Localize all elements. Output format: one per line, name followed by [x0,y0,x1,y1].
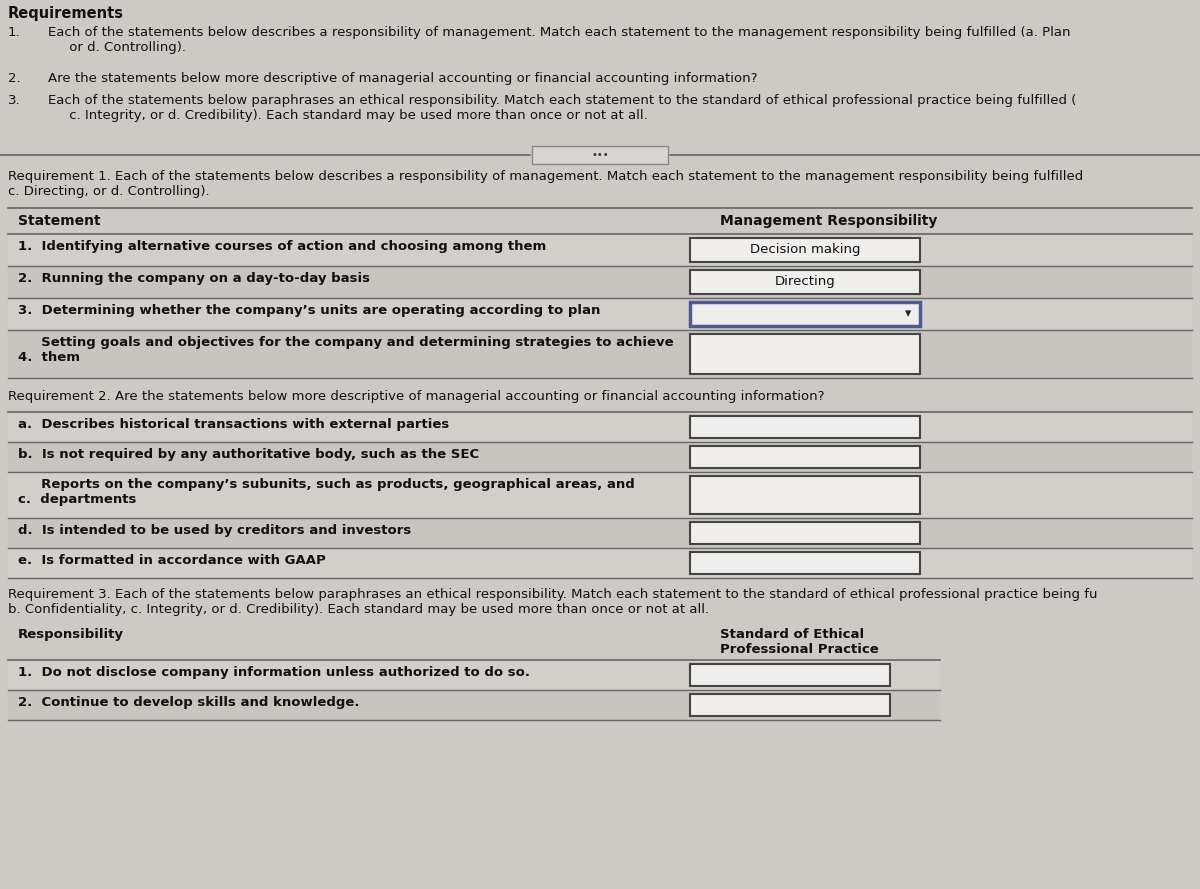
Text: Statement: Statement [18,214,101,228]
Bar [8,660,940,690]
Text: Each of the statements below paraphrases an ethical responsibility. Match each s: Each of the statements below paraphrases… [48,94,1076,122]
Text: Requirement 1. Each of the statements below describes a responsibility of manage: Requirement 1. Each of the statements be… [8,170,1084,198]
Text: Setting goals and objectives for the company and determining strategies to achie: Setting goals and objectives for the com… [18,336,673,364]
Text: b.  Is not required by any authoritative body, such as the SEC: b. Is not required by any authoritative … [18,448,479,461]
Text: ▾: ▾ [905,308,911,321]
Text: Management Responsibility: Management Responsibility [720,214,937,228]
Text: 3.  Determining whether the company’s units are operating according to plan: 3. Determining whether the company’s uni… [18,304,600,317]
Bar [0,0,1200,162]
Bar [8,690,940,720]
Text: e.  Is formatted in accordance with GAAP: e. Is formatted in accordance with GAAP [18,554,325,567]
Bar [8,442,1192,472]
Text: 1.: 1. [8,26,20,39]
Bar [690,694,890,716]
Text: Requirement 2. Are the statements below more descriptive of managerial accountin: Requirement 2. Are the statements below … [8,390,824,403]
Bar [690,552,920,574]
Text: 1.  Identifying alternative courses of action and choosing among them: 1. Identifying alternative courses of ac… [18,240,546,253]
Text: Directing: Directing [775,276,835,289]
Bar [8,234,1192,266]
Bar [532,146,668,164]
Text: 2.: 2. [8,72,20,85]
Text: •••: ••• [592,150,608,160]
Bar [8,412,1192,442]
Bar [8,266,1192,298]
Text: d.  Is intended to be used by creditors and investors: d. Is intended to be used by creditors a… [18,524,412,537]
Bar [8,472,1192,518]
Text: Requirements: Requirements [8,6,124,21]
Bar [690,522,920,544]
Bar [8,330,1192,378]
Text: 2.  Continue to develop skills and knowledge.: 2. Continue to develop skills and knowle… [18,696,360,709]
Text: Are the statements below more descriptive of managerial accounting or financial : Are the statements below more descriptiv… [48,72,757,85]
Bar [690,270,920,294]
Text: Standard of Ethical
Professional Practice: Standard of Ethical Professional Practic… [720,628,878,656]
Text: Responsibility: Responsibility [18,628,124,641]
Bar [690,334,920,374]
Text: Requirement 3. Each of the statements below paraphrases an ethical responsibilit: Requirement 3. Each of the statements be… [8,588,1098,616]
Text: 1.  Do not disclose company information unless authorized to do so.: 1. Do not disclose company information u… [18,666,530,679]
Bar [690,446,920,468]
Bar [8,548,1192,578]
Bar [690,238,920,262]
Bar [8,518,1192,548]
Text: 3.: 3. [8,94,20,107]
Bar [690,416,920,438]
Text: Reports on the company’s subunits, such as products, geographical areas, and
c. : Reports on the company’s subunits, such … [18,478,635,506]
Text: Decision making: Decision making [750,244,860,257]
Bar [690,476,920,514]
Text: 2.  Running the company on a day-to-day basis: 2. Running the company on a day-to-day b… [18,272,370,285]
Text: a.  Describes historical transactions with external parties: a. Describes historical transactions wit… [18,418,449,431]
Text: Each of the statements below describes a responsibility of management. Match eac: Each of the statements below describes a… [48,26,1070,54]
Bar [690,664,890,686]
Bar [690,302,920,326]
Bar [8,298,1192,330]
